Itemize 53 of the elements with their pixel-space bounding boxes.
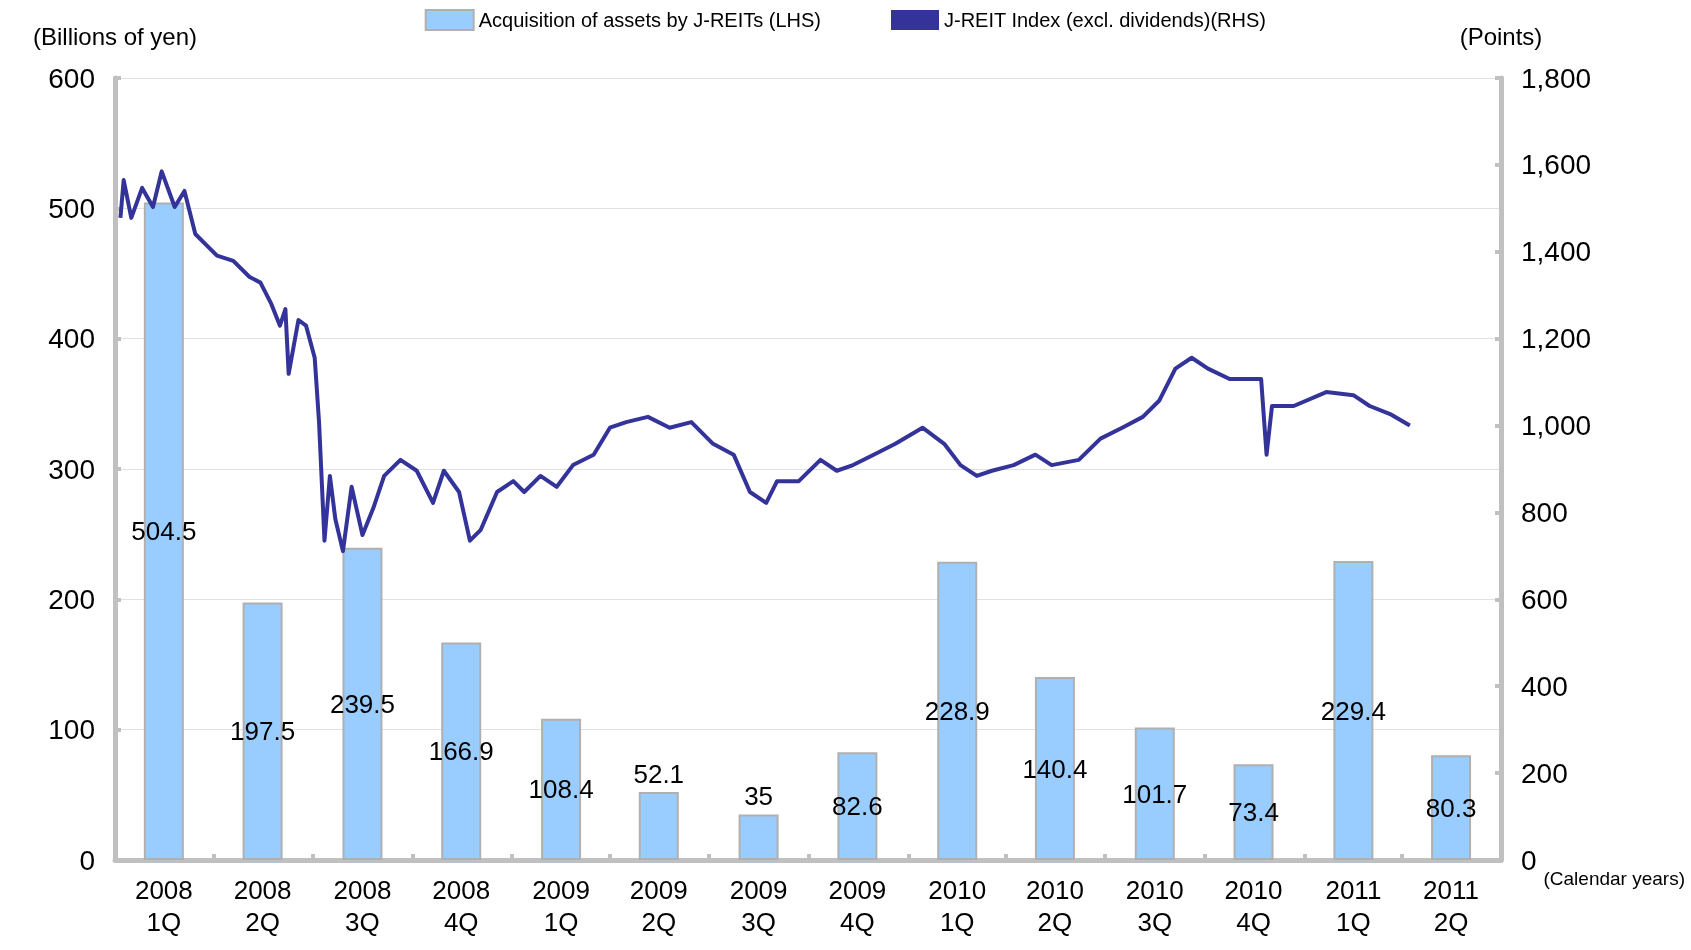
y2-tick-label: 800 [1521, 496, 1568, 528]
y-tick-label: 400 [48, 323, 95, 355]
x-tick-label: 2008 3Q [333, 875, 392, 937]
data-label: 108.4 [528, 774, 594, 805]
data-label: 239.5 [329, 688, 395, 719]
legend-label: J-REIT Index (excl. dividends)(RHS) [944, 9, 1266, 31]
text: (Calendar years) [1543, 868, 1685, 889]
data-label: 35 [744, 781, 774, 812]
y2-axis-title: (Points) [1459, 22, 1543, 50]
bar [638, 792, 679, 860]
data-label: 504.5 [131, 516, 197, 547]
y-tick-label: 100 [48, 714, 95, 746]
y2-tick-label: 1,000 [1521, 410, 1592, 442]
y-axis-title: (Billions of yen) [32, 22, 198, 50]
x-tick-label: 2011 2Q [1423, 875, 1480, 937]
y-tick-label: 500 [48, 192, 95, 224]
data-label: 73.4 [1228, 797, 1279, 828]
y-tick-label: 300 [48, 453, 95, 485]
x-tick-label: 2008 4Q [432, 875, 491, 937]
x-tick-label: 2009 3Q [729, 875, 788, 937]
y2-tick-label: 200 [1521, 757, 1568, 789]
y2-tick-label: 1,400 [1521, 236, 1592, 268]
y2-tick-label: 1,200 [1521, 323, 1592, 355]
data-label: 80.3 [1425, 792, 1477, 823]
data-label: 140.4 [1022, 753, 1088, 784]
bar [738, 814, 779, 860]
x-tick-label: 2008 1Q [134, 875, 193, 937]
data-label: 52.1 [633, 759, 685, 790]
data-label: 229.4 [1320, 695, 1386, 726]
data-label: 228.9 [924, 695, 990, 726]
x-tick-label: 2011 1Q [1325, 875, 1382, 937]
y2-tick-label: 1,800 [1521, 62, 1592, 94]
y-tick-label: 600 [48, 62, 95, 94]
y-tick-label: 0 [79, 844, 95, 876]
data-label: 101.7 [1122, 778, 1188, 809]
x-tick-label: 2010 3Q [1125, 875, 1184, 937]
y2-tick-label: 600 [1521, 583, 1568, 615]
data-label: 197.5 [230, 716, 296, 747]
data-label: 82.6 [832, 791, 883, 822]
y-tick-label: 200 [48, 583, 95, 615]
x-tick-label: 2009 1Q [532, 875, 590, 937]
legend-label: Acquisition of assets by J-REITs (LHS) [478, 9, 822, 31]
y2-tick-label: 400 [1521, 670, 1568, 702]
x-tick-label: 2009 2Q [629, 875, 688, 937]
x-tick-label: 2010 1Q [928, 875, 987, 937]
x-tick-label: 2010 4Q [1224, 875, 1283, 937]
y2-tick-label: 1,600 [1521, 149, 1592, 181]
data-label: 166.9 [428, 736, 494, 767]
x-tick-label: 2010 2Q [1026, 875, 1084, 937]
line-series [118, 169, 1412, 554]
y2-tick-label: 0 [1521, 844, 1537, 876]
x-tick-label: 2008 2Q [233, 875, 292, 937]
x-tick-label: 2009 4Q [828, 875, 887, 937]
